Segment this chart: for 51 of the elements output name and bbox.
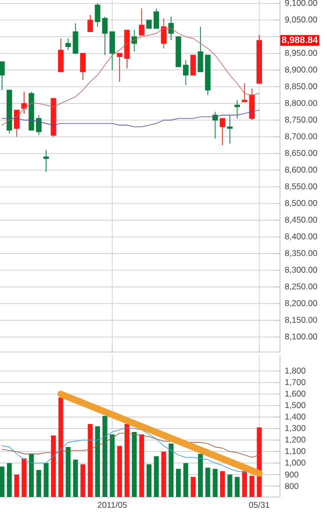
y-tick-label: 1,800 — [285, 368, 306, 375]
y-tick-label: 8,850.00 — [285, 83, 318, 90]
y-tick-label: 8,900.00 — [285, 66, 318, 74]
candlestick — [198, 26, 204, 72]
y-tick-label: 9,100.00 — [285, 0, 318, 7]
candlestick — [160, 18, 166, 49]
y-tick-label: 1,000 — [285, 460, 306, 467]
y-tick-label: 8,450.00 — [285, 216, 318, 224]
candlestick — [168, 16, 174, 40]
candlestick — [182, 60, 189, 86]
y-tick-label: 8,650.00 — [285, 150, 318, 157]
x-tick-label: 05/31 — [249, 502, 270, 508]
candlestick — [87, 14, 93, 32]
candlestick — [109, 31, 116, 70]
y-tick-label: 1,600 — [285, 390, 306, 398]
candlestick — [58, 38, 64, 72]
y-tick-label: 8,600.00 — [285, 166, 318, 174]
candlestick — [36, 114, 42, 136]
candlestick — [43, 150, 49, 172]
y-tick-label: 8,800.00 — [285, 100, 318, 107]
y-tick-label: 1,400 — [285, 414, 306, 421]
candlestick — [80, 52, 86, 80]
y-tick-label: 8,550.00 — [285, 183, 318, 190]
text: 8,988.84 — [282, 36, 318, 44]
y-tick-label: 8,700.00 — [285, 133, 318, 140]
y-tick-label: 800 — [285, 483, 298, 490]
y-tick-label: 1,200 — [285, 436, 306, 444]
candlestick — [190, 54, 196, 76]
y-tick-label: 1,700 — [285, 379, 306, 386]
y-tick-label: 8,400.00 — [285, 233, 318, 240]
y-tick-label: 8,350.00 — [285, 250, 318, 258]
y-tick-label: 8,750.00 — [285, 116, 318, 124]
y-tick-label: 1,100 — [285, 448, 306, 456]
candlestick — [21, 91, 27, 114]
candlestick — [14, 110, 20, 138]
y-tick-label: 8,950.00 — [285, 50, 318, 57]
candlestick — [0, 61, 5, 90]
candlestick — [227, 114, 233, 144]
y-tick-label: 8,250.00 — [285, 283, 318, 290]
y-tick-label: 900 — [285, 472, 298, 478]
y-tick-label: 8,100.00 — [285, 334, 318, 340]
y-tick-label: 8,500.00 — [285, 200, 318, 207]
y-tick-label: 1,300 — [285, 425, 306, 432]
y-tick-label: 8,150.00 — [285, 316, 318, 324]
x-tick-label: 2011/05 — [98, 502, 127, 508]
y-tick-label: 8,200.00 — [285, 300, 318, 308]
y-tick-label: 9,050.00 — [285, 16, 318, 24]
candlestick — [138, 8, 144, 36]
candlestick — [220, 118, 226, 146]
y-tick-label: 8,300.00 — [285, 266, 318, 274]
y-tick-label: 1,500 — [285, 402, 306, 410]
